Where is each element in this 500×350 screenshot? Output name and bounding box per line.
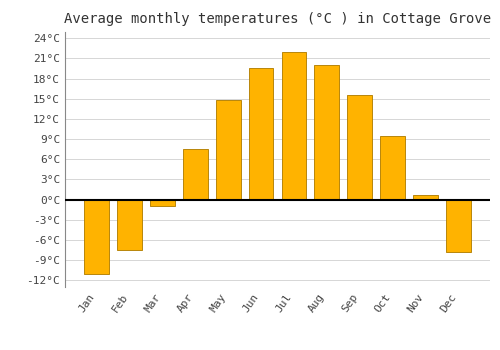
Bar (117, 199, 142, 250)
Bar (248, 69, 274, 200)
Bar (348, 95, 372, 200)
Bar (84, 199, 109, 274)
Bar (314, 65, 339, 199)
Title: Average monthly temperatures (°C ) in Cottage Grove: Average monthly temperatures (°C ) in Co… (64, 12, 491, 26)
Bar (380, 136, 405, 200)
Bar (150, 199, 174, 206)
Bar (446, 199, 470, 252)
Bar (413, 195, 438, 199)
Bar (282, 52, 306, 200)
Bar (183, 149, 208, 199)
Bar (216, 100, 240, 200)
